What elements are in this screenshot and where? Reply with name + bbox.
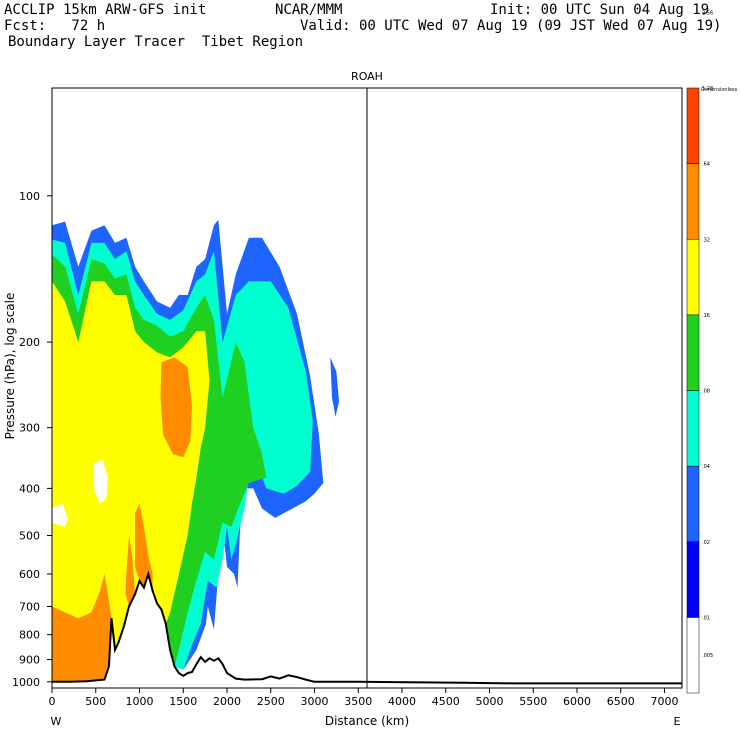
x-tick-label: 2500 — [257, 695, 285, 708]
colorbar-swatch — [686, 390, 700, 467]
x-tick-label: 5500 — [519, 695, 547, 708]
x-tick-label: 0 — [49, 695, 56, 708]
tracer-region-orange-6 — [52, 574, 112, 682]
colorbar-swatch — [686, 617, 700, 694]
colorbar-label: .32 — [702, 237, 710, 243]
x-tick-label: 4000 — [388, 695, 416, 708]
axes: 0 500 1000 1500 2000 2500 3000 3500 4000 4500 5000… — [12, 190, 679, 708]
plot-frame — [51, 87, 683, 689]
colorbar-swatch — [686, 163, 700, 240]
colorbar-unit: Dimensionless — [701, 87, 738, 93]
tracer-shading — [52, 219, 339, 682]
colorbar-label: .64 — [702, 162, 710, 168]
x-tick-label: 4500 — [432, 695, 460, 708]
header-model: ACCLIP 15km ARW-GFS init — [4, 2, 207, 18]
y-tick-label: 300 — [19, 422, 40, 435]
y-tick-label: 1000 — [12, 676, 40, 689]
x-tick-label: 1500 — [169, 695, 197, 708]
x-tick-label: 6500 — [607, 695, 635, 708]
west-label: W — [51, 715, 62, 728]
x-tick-label: 6000 — [563, 695, 591, 708]
header-valid: Valid: 00 UTC Wed 07 Aug 19 (09 JST Wed … — [300, 18, 722, 34]
east-label: E — [674, 715, 681, 728]
header-product: Boundary Layer Tracer Tibet Region — [8, 34, 304, 50]
colorbar-label: .16 — [702, 313, 710, 319]
colorbar-label: .01 — [702, 615, 710, 621]
tracer-region-blue-1 — [330, 357, 339, 417]
colorbar-swatch — [686, 239, 700, 316]
y-tick-label: 700 — [19, 600, 40, 613]
x-tick-label: 1000 — [126, 695, 154, 708]
y-tick-label: 500 — [19, 529, 40, 542]
tracer-gap-0 — [52, 503, 68, 527]
x-tick-label: 500 — [85, 695, 106, 708]
y-tick-label: 200 — [19, 336, 40, 349]
colorbar-label: .08 — [702, 389, 710, 395]
colorbar-swatch — [686, 465, 700, 542]
x-tick-label: 3500 — [344, 695, 372, 708]
colorbar: .005 .01 .02 .04 .08 .16 .32 .64 1.28 2.56 Dimensi… — [686, 10, 738, 694]
header-init: Init: 00 UTC Sun 04 Aug 19 — [490, 2, 710, 18]
x-tick-label: 5000 — [476, 695, 504, 708]
x-tick-label: 3000 — [301, 695, 329, 708]
y-tick-label: 400 — [19, 482, 40, 495]
y-tick-label: 900 — [19, 654, 40, 667]
y-tick-label: 800 — [19, 629, 40, 642]
x-axis-label: Distance (km) — [325, 714, 409, 728]
colorbar-label: 1.28 — [702, 86, 713, 92]
colorbar-label: .005 — [702, 653, 713, 659]
tracer-region-orange-7 — [135, 503, 153, 591]
colorbar-label: .04 — [702, 464, 710, 470]
colorbar-label: 2.56 — [702, 10, 713, 16]
colorbar-swatch — [686, 541, 700, 618]
x-tick-label: 7000 — [651, 695, 679, 708]
colorbar-label: .02 — [702, 540, 710, 546]
terrain-line — [52, 570, 682, 685]
tracer-region-orange-5 — [160, 357, 192, 458]
colorbar-swatch — [686, 87, 700, 164]
header-fcst: Fcst: 72 h — [4, 18, 106, 34]
terrain-layer — [52, 88, 682, 688]
tracer-region-orange-8 — [125, 535, 136, 607]
tracer-gap-1 — [94, 460, 108, 504]
header-org: NCAR/MMM — [275, 2, 343, 18]
colorbar-swatch — [686, 314, 700, 391]
chart-title: ROAH — [351, 70, 383, 83]
y-tick-label: 600 — [19, 568, 40, 581]
y-axis-label: Pressure (hPa), log scale — [3, 293, 17, 440]
x-tick-label: 2000 — [213, 695, 241, 708]
y-tick-label: 100 — [19, 190, 40, 203]
